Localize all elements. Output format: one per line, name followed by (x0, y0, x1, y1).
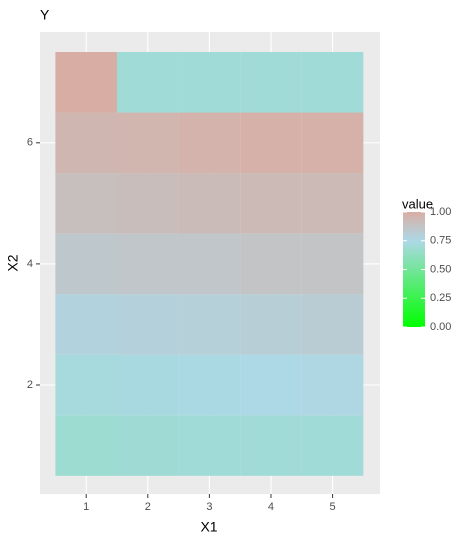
colorbar-tick-label: 1.00 (430, 206, 451, 218)
tile (301, 415, 364, 476)
x-tick-label: 5 (330, 501, 336, 513)
tile (116, 415, 179, 476)
tile (301, 51, 364, 113)
tile (178, 354, 241, 416)
tile (240, 112, 302, 174)
tile (301, 233, 364, 295)
tile (116, 233, 179, 295)
tile (240, 233, 302, 295)
tile (116, 112, 179, 174)
tile (116, 51, 179, 113)
tile (240, 173, 302, 234)
colorbar-tick-label: 0.50 (430, 263, 451, 275)
tile (55, 112, 117, 174)
y-tick-label: 4 (27, 258, 33, 270)
tile (301, 112, 364, 174)
chart-title: Y (40, 7, 50, 23)
tile (178, 173, 241, 234)
tile (240, 51, 302, 113)
tile (55, 51, 117, 113)
tile (178, 294, 241, 355)
colorbar-tick-label: 0.25 (430, 292, 451, 304)
tile (116, 354, 179, 416)
colorbar-tick-label: 0.75 (430, 235, 451, 247)
tile (55, 233, 117, 295)
y-tick-label: 6 (27, 137, 33, 149)
x-axis-label: X1 (200, 519, 217, 535)
tile (178, 233, 241, 295)
colorbar-tick-label: 0.00 (430, 321, 451, 333)
tile (178, 415, 241, 476)
tile (240, 294, 302, 355)
x-tick-label: 3 (206, 501, 212, 513)
tile (178, 112, 241, 174)
legend-title: value (402, 196, 433, 211)
tile (55, 294, 117, 355)
tile (240, 354, 302, 416)
tile (116, 294, 179, 355)
x-tick-label: 2 (145, 501, 151, 513)
tile (55, 354, 117, 416)
y-tick-label: 2 (27, 379, 33, 391)
tile (240, 415, 302, 476)
colorbar (403, 212, 425, 327)
tile (301, 173, 364, 234)
tile (55, 173, 117, 234)
tile (301, 294, 364, 355)
tile (116, 173, 179, 234)
x-tick-label: 4 (268, 501, 274, 513)
x-tick-label: 1 (83, 501, 89, 513)
tile (178, 51, 241, 113)
y-axis-label: X2 (5, 254, 21, 271)
tile (55, 415, 117, 476)
tile (301, 354, 364, 416)
